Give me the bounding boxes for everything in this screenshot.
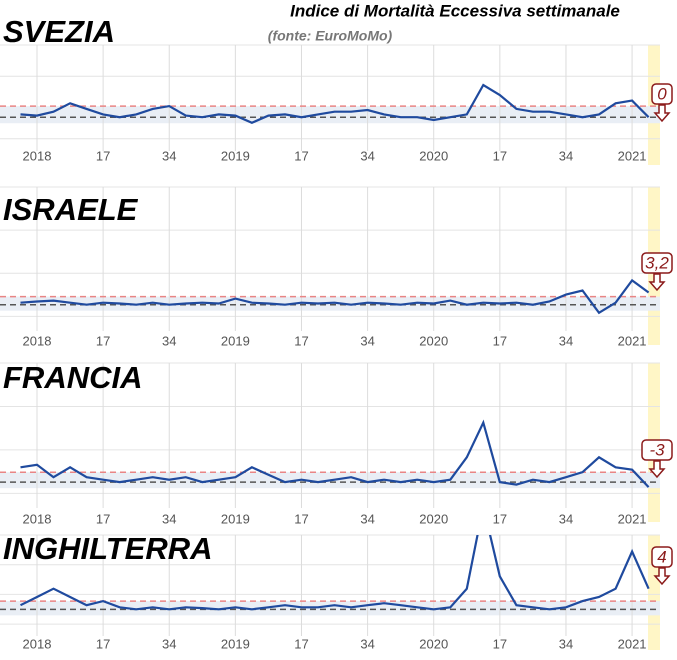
panel: 2018 17 34 2019 17 34 2020 17 34 2021 ISRAELE 3,2 xyxy=(0,186,673,348)
x-tick-label: 2020 xyxy=(419,148,448,163)
x-tick-label: 17 xyxy=(493,636,507,651)
x-tick-label: 34 xyxy=(360,511,374,526)
data-line xyxy=(20,535,650,611)
panel: 2018 17 34 2019 17 34 2020 17 34 2021 INGHILTERRA 4 xyxy=(0,531,673,651)
x-tick-label: 2019 xyxy=(221,148,250,163)
x-tick-label: 17 xyxy=(96,636,110,651)
x-tick-label: 2019 xyxy=(221,511,250,526)
x-tick-label: 34 xyxy=(360,333,374,348)
current-band xyxy=(648,45,660,165)
normal-band xyxy=(0,601,660,616)
x-tick-label: 2020 xyxy=(419,333,448,348)
annotation-box xyxy=(641,252,673,274)
x-tick-label: 34 xyxy=(162,511,176,526)
x-tick-label: 34 xyxy=(162,148,176,163)
x-tick-label: 2021 xyxy=(618,148,647,163)
annotation: 0 xyxy=(657,84,667,103)
x-tick-label: 17 xyxy=(493,333,507,348)
x-tick-label: 2019 xyxy=(221,636,250,651)
annotation: 4 xyxy=(657,547,666,566)
down-arrow xyxy=(648,273,666,292)
x-tick-label: 34 xyxy=(162,636,176,651)
panel: 2018 17 34 2019 17 34 2020 17 34 2021 SVEZIA 0 xyxy=(0,14,673,165)
x-tick-label: 2018 xyxy=(23,148,52,163)
x-tick-label: 34 xyxy=(559,636,573,651)
x-tick-label: 2018 xyxy=(23,636,52,651)
x-tick-label: 2019 xyxy=(221,333,250,348)
sheet-title: Indice di Mortalità Eccessiva settimanal… xyxy=(290,1,620,20)
normal-band xyxy=(0,106,660,124)
down-arrow xyxy=(653,567,671,586)
x-tick-label: 34 xyxy=(559,333,573,348)
annotation-box xyxy=(641,439,673,461)
x-tick-label: 17 xyxy=(294,511,308,526)
x-tick-label: 17 xyxy=(294,148,308,163)
x-tick-label: 17 xyxy=(96,148,110,163)
panel-title: ISRAELE xyxy=(3,192,139,227)
source: (fonte: EuroMoMo) xyxy=(268,28,393,44)
x-tick-label: 17 xyxy=(294,333,308,348)
x-tick-label: 2020 xyxy=(419,511,448,526)
data-line xyxy=(20,278,650,315)
panel: 2018 17 34 2019 17 34 2020 17 34 2021 FRANCIA -3 xyxy=(0,360,673,526)
annotation: -3 xyxy=(649,440,665,459)
x-tick-label: 2021 xyxy=(618,636,647,651)
x-tick-label: 17 xyxy=(493,511,507,526)
x-tick-label: 2021 xyxy=(618,333,647,348)
x-tick-label: 2020 xyxy=(419,636,448,651)
x-tick-label: 34 xyxy=(559,511,573,526)
x-tick-label: 17 xyxy=(294,636,308,651)
x-tick-label: 17 xyxy=(493,148,507,163)
down-arrow xyxy=(653,104,671,123)
x-tick-label: 34 xyxy=(559,148,573,163)
panel-title: SVEZIA xyxy=(3,14,115,49)
panel-title: INGHILTERRA xyxy=(3,531,213,566)
annotation: 3,2 xyxy=(645,253,669,272)
annotation-box xyxy=(651,83,673,105)
x-tick-label: 2018 xyxy=(23,333,52,348)
data-line xyxy=(20,419,650,488)
data-line xyxy=(20,83,650,125)
x-tick-label: 17 xyxy=(96,511,110,526)
x-tick-label: 34 xyxy=(360,148,374,163)
down-arrow xyxy=(648,460,666,479)
annotation-box xyxy=(651,546,673,568)
x-tick-label: 34 xyxy=(360,636,374,651)
x-tick-label: 2018 xyxy=(23,511,52,526)
x-tick-label: 17 xyxy=(96,333,110,348)
x-tick-label: 2021 xyxy=(618,511,647,526)
x-tick-label: 34 xyxy=(162,333,176,348)
panel-title: FRANCIA xyxy=(3,360,143,395)
